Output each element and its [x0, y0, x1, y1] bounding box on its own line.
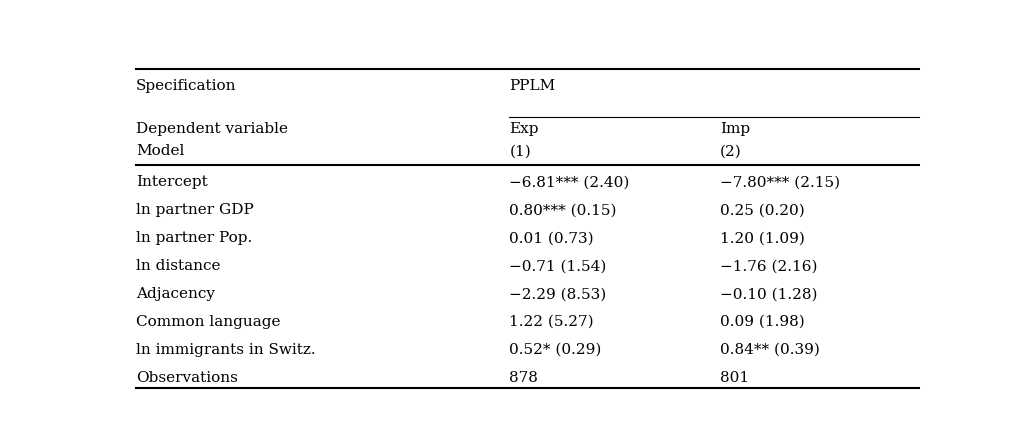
Text: −2.29 (8.53): −2.29 (8.53) [509, 287, 607, 301]
Text: −6.81*** (2.40): −6.81*** (2.40) [509, 175, 629, 189]
Text: Specification: Specification [136, 79, 237, 93]
Text: Exp: Exp [509, 122, 539, 136]
Text: Common language: Common language [136, 315, 281, 329]
Text: 1.20 (1.09): 1.20 (1.09) [720, 231, 805, 245]
Text: 0.01 (0.73): 0.01 (0.73) [509, 231, 594, 245]
Text: (1): (1) [509, 145, 531, 158]
Text: (2): (2) [720, 145, 742, 158]
Text: ln distance: ln distance [136, 259, 220, 273]
Text: −0.71 (1.54): −0.71 (1.54) [509, 259, 607, 273]
Text: Model: Model [136, 145, 184, 158]
Text: −7.80*** (2.15): −7.80*** (2.15) [720, 175, 840, 189]
Text: 0.09 (1.98): 0.09 (1.98) [720, 315, 805, 329]
Text: 878: 878 [509, 371, 538, 385]
Text: 0.84** (0.39): 0.84** (0.39) [720, 343, 820, 357]
Text: 0.52* (0.29): 0.52* (0.29) [509, 343, 602, 357]
Text: ln partner GDP: ln partner GDP [136, 203, 254, 217]
Text: 801: 801 [720, 371, 749, 385]
Text: 1.22 (5.27): 1.22 (5.27) [509, 315, 594, 329]
Text: ln immigrants in Switz.: ln immigrants in Switz. [136, 343, 316, 357]
Text: Observations: Observations [136, 371, 238, 385]
Text: Imp: Imp [720, 122, 750, 136]
Text: 0.25 (0.20): 0.25 (0.20) [720, 203, 805, 217]
Text: PPLM: PPLM [509, 79, 556, 93]
Text: 0.80*** (0.15): 0.80*** (0.15) [509, 203, 617, 217]
Text: ln partner Pop.: ln partner Pop. [136, 231, 252, 245]
Text: −0.10 (1.28): −0.10 (1.28) [720, 287, 817, 301]
Text: Adjacency: Adjacency [136, 287, 215, 301]
Text: Dependent variable: Dependent variable [136, 122, 288, 136]
Text: Intercept: Intercept [136, 175, 208, 189]
Text: −1.76 (2.16): −1.76 (2.16) [720, 259, 817, 273]
